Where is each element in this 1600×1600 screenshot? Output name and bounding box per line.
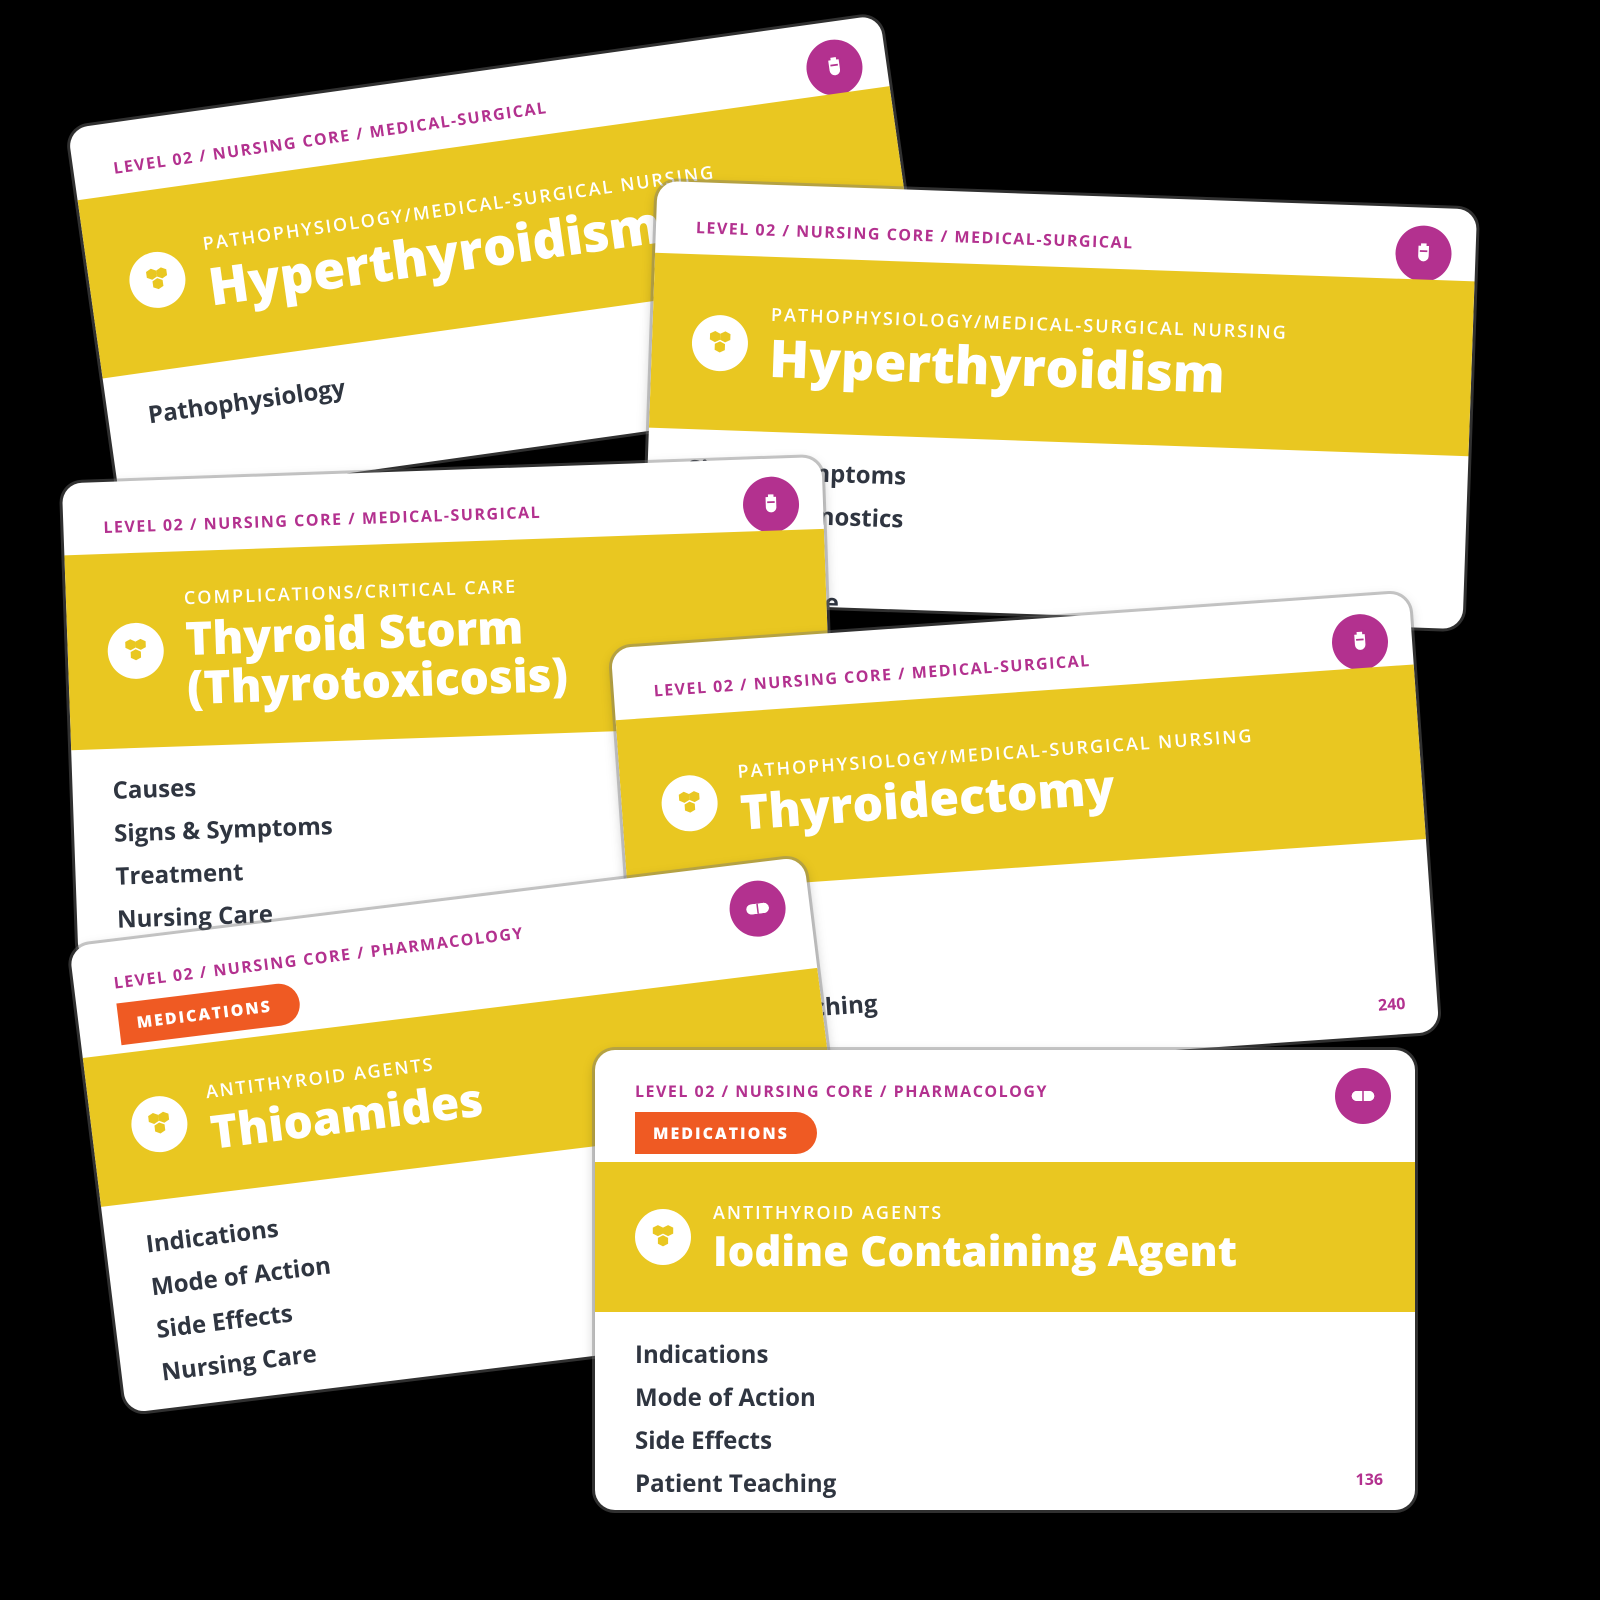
hex-cluster-icon xyxy=(138,261,176,299)
topic-list: Pathophysiology xyxy=(146,371,347,431)
hex-icon xyxy=(635,1209,691,1265)
category-badge xyxy=(1395,225,1453,283)
topic-item: Pathophysiology xyxy=(146,371,347,431)
hex-cluster-icon xyxy=(671,785,707,821)
topic-item: Patient Teaching xyxy=(635,1467,836,1500)
category-badge xyxy=(1335,1068,1391,1124)
hex-icon xyxy=(107,621,165,679)
title-band: PATHOPHYSIOLOGY/MEDICAL-SURGICAL NURSING… xyxy=(616,664,1426,894)
topic-list: IndicationsMode of ActionSide EffectsNur… xyxy=(144,1206,343,1389)
iv-bag-icon xyxy=(1408,238,1439,269)
flashcard-iodine[interactable]: LEVEL 02 / NURSING CORE / PHARMACOLOGY M… xyxy=(595,1050,1415,1510)
topic-item: Signs & Symptoms xyxy=(114,809,334,850)
topic-item: Side Effects xyxy=(635,1424,836,1457)
hex-icon xyxy=(691,314,749,372)
title-band: ANTITHYROID AGENTSIodine Containing Agen… xyxy=(595,1162,1415,1312)
category-badge xyxy=(742,476,800,534)
card-title: Thyroid Storm(Thyrotoxicosis) xyxy=(185,601,569,711)
hex-icon xyxy=(126,248,189,311)
medications-tag: MEDICATIONS xyxy=(635,1112,817,1154)
breadcrumb: LEVEL 02 / NURSING CORE / MEDICAL-SURGIC… xyxy=(103,501,541,538)
iv-bag-icon xyxy=(1344,626,1376,658)
topic-item: Mode of Action xyxy=(635,1381,836,1414)
page-number: 136 xyxy=(1356,1468,1383,1490)
topic-list: Indications Mode of Action Side Effects Pat… xyxy=(635,1338,836,1500)
breadcrumb: LEVEL 02 / NURSING CORE / MEDICAL-SURGIC… xyxy=(696,216,1134,253)
iv-bag-icon xyxy=(818,51,852,85)
hex-icon xyxy=(128,1093,190,1155)
card-title: Iodine Containing Agent xyxy=(713,1229,1237,1273)
iv-bag-icon xyxy=(756,489,787,520)
card-stage: LEVEL 02 / NURSING CORE / MEDICAL-SURGIC… xyxy=(0,0,1600,1600)
title-band: PATHOPHYSIOLOGY/MEDICAL-SURGICAL NURSING… xyxy=(649,253,1475,457)
breadcrumb: LEVEL 02 / NURSING CORE / PHARMACOLOGY xyxy=(635,1080,1048,1102)
category-badge xyxy=(726,877,788,939)
topic-item: Causes xyxy=(112,766,332,807)
page-number: 240 xyxy=(1377,992,1406,1016)
hex-cluster-icon xyxy=(140,1105,178,1143)
topic-item: Treatment xyxy=(115,852,335,893)
topic-item: Indications xyxy=(635,1338,836,1371)
pill-icon xyxy=(1348,1081,1378,1111)
hex-cluster-icon xyxy=(702,325,737,360)
topic-list: CausesSigns & SymptomsTreatmentNursing C… xyxy=(112,766,336,936)
category-badge xyxy=(1330,612,1390,672)
pill-icon xyxy=(741,892,774,925)
hex-icon xyxy=(660,773,720,833)
hex-cluster-icon xyxy=(646,1220,680,1254)
card-title: Hyperthyroidism xyxy=(768,331,1287,404)
hex-cluster-icon xyxy=(118,633,153,668)
